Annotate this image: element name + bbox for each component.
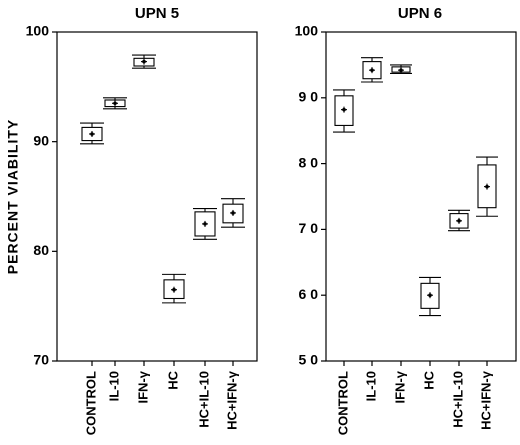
median-point xyxy=(203,222,207,226)
median-point xyxy=(342,107,346,112)
y-tick-label: 100 xyxy=(295,23,319,39)
x-tick-label: IFN-γ xyxy=(392,370,407,403)
chart-title: UPN 6 xyxy=(398,5,442,22)
median-point xyxy=(428,293,432,298)
median-point xyxy=(90,132,94,136)
x-tick-label: HC xyxy=(421,370,436,389)
chart-title: UPN 5 xyxy=(135,5,179,22)
x-tick-label: HC xyxy=(165,370,180,389)
y-tick-label: 7 0 xyxy=(299,220,319,236)
y-tick-label: 90 xyxy=(33,132,49,148)
plot-frame xyxy=(325,31,517,362)
x-tick-label: IFN-γ xyxy=(135,370,150,403)
y-tick-label: 5 0 xyxy=(299,352,319,368)
y-tick-label: 70 xyxy=(33,352,49,368)
y-tick-label: 6 0 xyxy=(299,286,319,302)
median-point xyxy=(457,219,461,223)
y-tick-label: 9 0 xyxy=(299,89,319,105)
median-point xyxy=(231,211,235,215)
y-tick-label: 8 0 xyxy=(299,154,319,170)
x-tick-label: IL-10 xyxy=(363,371,378,401)
x-tick-label: CONTROL xyxy=(335,371,350,435)
x-tick-label: HC+IFN-γ xyxy=(224,370,239,430)
median-point xyxy=(399,68,403,72)
x-tick-label: HC+IL-10 xyxy=(196,371,211,428)
median-point xyxy=(142,59,146,64)
median-point xyxy=(172,287,176,292)
x-tick-label: IL-10 xyxy=(106,371,121,401)
y-tick-label: 100 xyxy=(26,23,50,39)
y-tick-label: 80 xyxy=(33,242,49,258)
x-tick-label: CONTROL xyxy=(83,371,98,435)
median-point xyxy=(113,101,117,106)
median-point xyxy=(370,68,374,72)
y-axis-label: PERCENT VIABILITY xyxy=(5,119,21,274)
plot-frame xyxy=(56,31,258,362)
x-tick-label: HC+IL-10 xyxy=(450,371,465,428)
x-tick-label: HC+IFN-γ xyxy=(478,370,493,430)
median-point xyxy=(485,184,489,189)
